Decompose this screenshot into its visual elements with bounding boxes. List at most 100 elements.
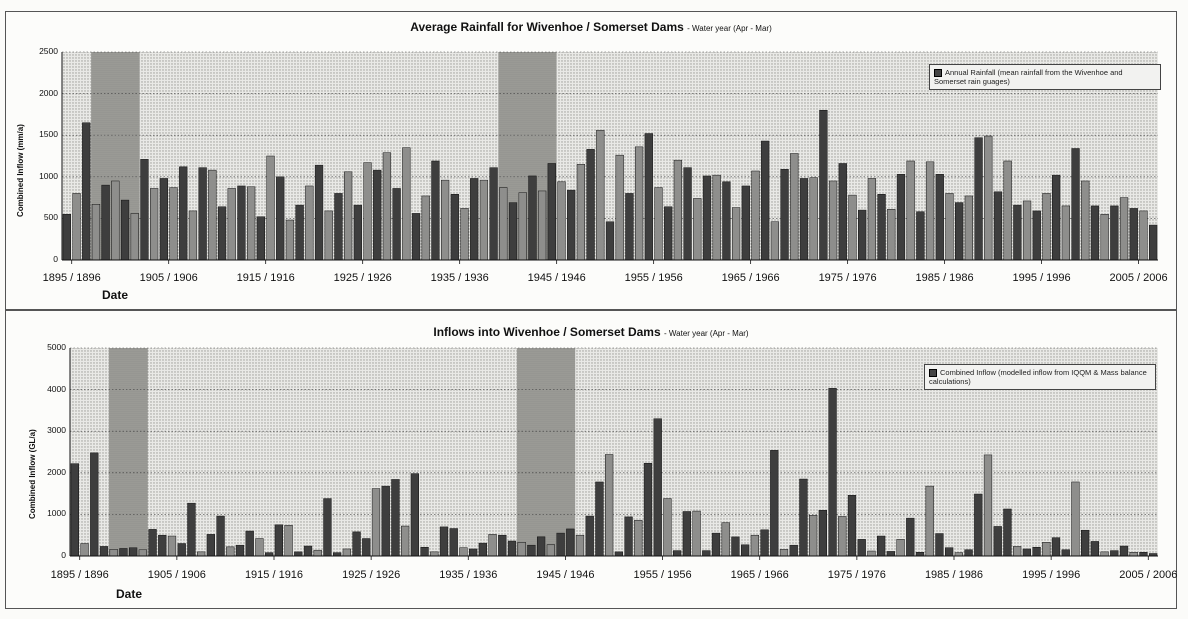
rainfall-bar xyxy=(586,149,595,261)
rainfall-bar xyxy=(179,166,188,261)
rainfall-x-axis-label: Date xyxy=(102,288,129,302)
rainfall-bar xyxy=(974,137,983,261)
rainfall-bar xyxy=(664,206,673,261)
rainfall-bar xyxy=(537,190,547,261)
inflow-x-tick-label: 2005 / 2006 xyxy=(1119,569,1178,581)
rainfall-bar xyxy=(761,140,770,261)
rainfall-bar xyxy=(489,167,498,261)
rainfall-bar xyxy=(741,185,750,261)
inflow-bar xyxy=(682,511,691,557)
inflow-x-tick-label: 1965 / 1966 xyxy=(730,569,789,581)
rainfall-bar xyxy=(62,213,71,261)
inflow-bar-chart xyxy=(69,347,1158,560)
inflow-bar xyxy=(595,481,604,557)
rainfall-bar xyxy=(1100,213,1109,261)
inflow-bar xyxy=(915,552,925,557)
rainfall-bar xyxy=(1090,205,1100,261)
inflow-bar xyxy=(993,526,1002,557)
inflow-bar xyxy=(663,498,672,557)
inflow-bar xyxy=(352,531,361,557)
inflow-bar xyxy=(925,485,934,557)
rainfall-bar xyxy=(819,109,828,261)
inflow-bar xyxy=(1139,552,1148,557)
rainfall-bar xyxy=(499,187,508,261)
rainfall-bar xyxy=(887,209,896,261)
inflow-bar xyxy=(245,530,254,557)
rainfall-bar xyxy=(1061,205,1070,261)
rainfall-bar xyxy=(373,169,382,261)
inflow-bar xyxy=(1129,552,1138,557)
inflow-y-tick-label: 2000 xyxy=(47,466,66,477)
rainfall-bar xyxy=(470,178,479,261)
inflow-bar xyxy=(1022,548,1031,557)
rainfall-bar xyxy=(557,181,566,261)
rainfall-y-tick-label: 1000 xyxy=(39,170,58,181)
rainfall-bar xyxy=(82,122,91,261)
rainfall-bar xyxy=(343,171,353,261)
rainfall-bar xyxy=(402,147,411,261)
inflow-bar xyxy=(129,547,138,557)
rainfall-bar xyxy=(72,193,81,261)
rainfall-bar xyxy=(247,186,256,261)
rainfall-bar xyxy=(1081,180,1090,261)
inflow-bar xyxy=(1071,481,1080,557)
rainfall-chart-panel: Average Rainfall for Wivenhoe / Somerset… xyxy=(5,11,1177,310)
rainfall-bar xyxy=(237,185,246,261)
rainfall-bar xyxy=(353,204,362,261)
inflow-bar xyxy=(517,542,526,557)
rainfall-y-tick-label: 1500 xyxy=(39,129,58,140)
inflow-x-tick-label: 1985 / 1986 xyxy=(924,569,984,581)
rainfall-bar xyxy=(324,210,333,261)
rainfall-bar xyxy=(683,167,692,261)
inflow-y-tick-label: 0 xyxy=(61,550,66,560)
rainfall-x-tick-label: 1925 / 1926 xyxy=(333,272,392,284)
rainfall-bar xyxy=(780,169,789,261)
rainfall-x-tick-label: 1915 / 1916 xyxy=(236,272,295,284)
rainfall-bar xyxy=(673,159,683,261)
rainfall-bar xyxy=(150,188,159,261)
rainfall-bar xyxy=(1149,224,1158,261)
inflow-x-tick-label: 1935 / 1936 xyxy=(439,569,498,581)
inflow-bar xyxy=(342,548,351,557)
rainfall-bar xyxy=(120,199,130,261)
rainfall-x-tick-label: 1945 / 1946 xyxy=(527,272,586,284)
inflow-bar xyxy=(274,524,283,557)
inflow-bar xyxy=(226,546,235,557)
inflow-bar xyxy=(430,551,439,557)
rainfall-bar xyxy=(285,219,295,261)
inflow-legend-text: Combined Inflow (modelled inflow from IQ… xyxy=(929,368,1147,387)
inflow-bar xyxy=(847,495,857,557)
rainfall-x-tick-label: 1985 / 1986 xyxy=(915,272,974,284)
inflow-bar xyxy=(1100,551,1109,557)
rainfall-bar xyxy=(528,175,537,261)
inflow-bar xyxy=(838,516,847,557)
inflow-bar xyxy=(255,538,264,557)
rainfall-bar xyxy=(198,167,207,261)
rainfall-bar xyxy=(916,211,925,261)
rainfall-bar xyxy=(1042,193,1051,261)
inflow-bar xyxy=(1090,541,1099,557)
inflow-bar xyxy=(401,525,410,557)
rainfall-bar xyxy=(169,187,178,261)
rainfall-bar xyxy=(1110,205,1119,261)
inflow-x-axis-label: Date xyxy=(116,587,143,601)
inflow-bar xyxy=(1110,550,1119,557)
inflow-bar xyxy=(391,479,400,557)
inflow-bar xyxy=(828,388,837,557)
rainfall-x-tick-label: 1995 / 1996 xyxy=(1012,272,1071,284)
inflow-bar xyxy=(624,516,633,557)
rainfall-bar xyxy=(896,174,906,261)
rainfall-bar xyxy=(858,209,867,261)
inflow-bar xyxy=(167,535,177,557)
inflow-bar xyxy=(556,532,565,557)
inflow-bar xyxy=(750,534,759,557)
rainfall-bar xyxy=(305,185,314,261)
rainfall-bar xyxy=(440,179,450,261)
inflow-bar xyxy=(711,532,721,557)
rainfall-bar xyxy=(130,213,139,261)
rainfall-bar xyxy=(906,160,915,261)
inflow-bar xyxy=(449,528,458,557)
inflow-bar xyxy=(789,544,798,557)
rainfall-bar xyxy=(1052,174,1061,261)
rainfall-bar xyxy=(411,213,421,261)
